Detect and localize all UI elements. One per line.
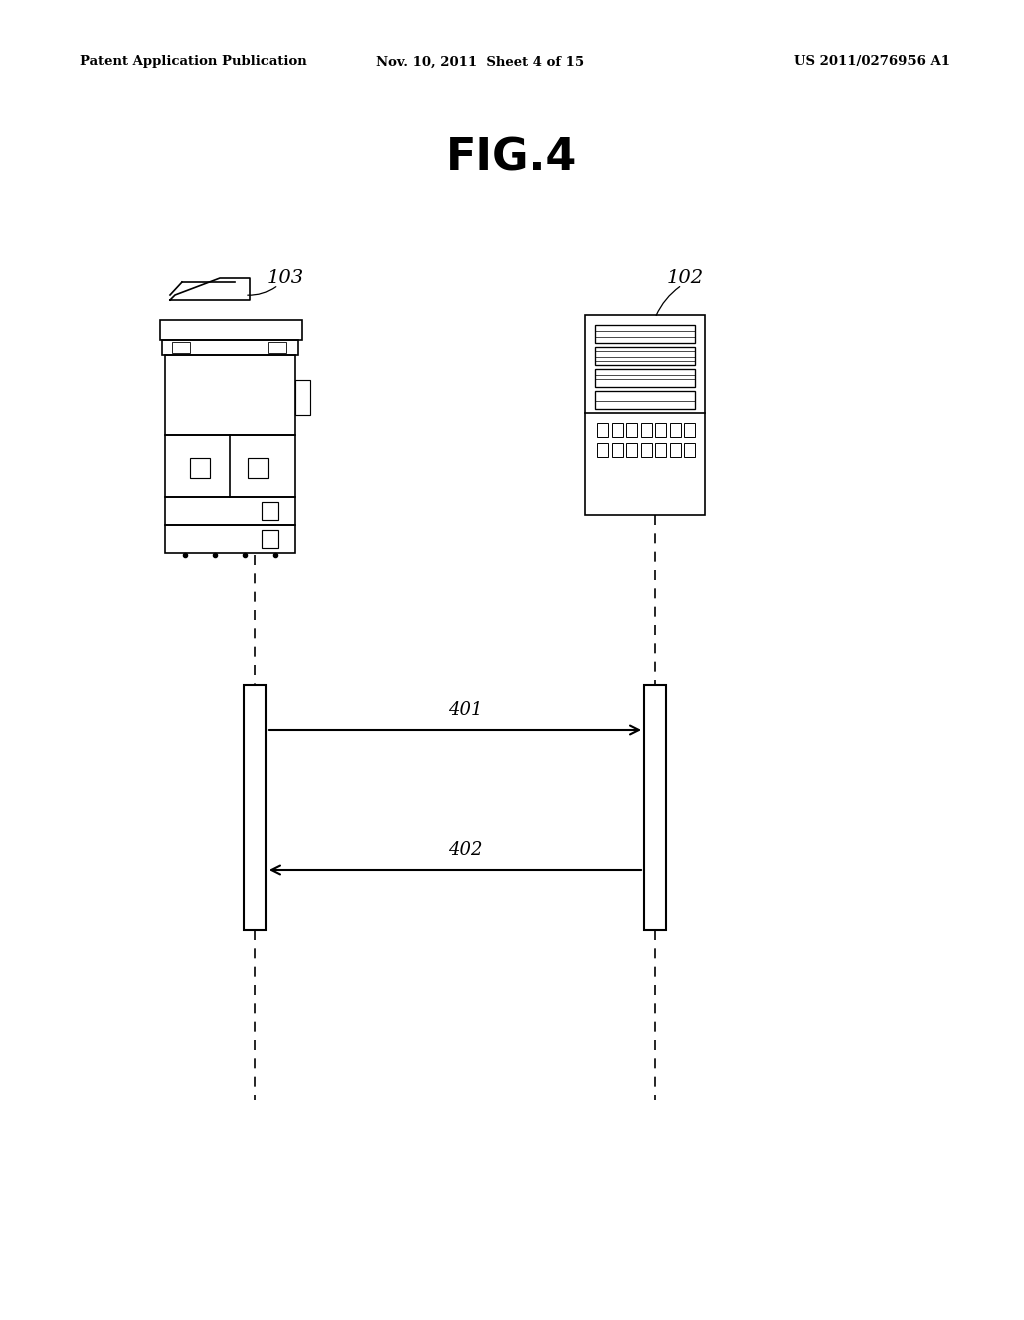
Text: FIG.4: FIG.4 xyxy=(446,136,578,180)
Bar xyxy=(670,422,681,437)
Bar xyxy=(248,458,268,478)
Text: 402: 402 xyxy=(447,841,482,859)
Bar xyxy=(165,436,295,498)
Bar xyxy=(684,422,695,437)
Bar xyxy=(626,422,637,437)
Bar xyxy=(597,444,608,457)
Bar xyxy=(655,444,666,457)
Bar xyxy=(295,380,310,414)
Text: 103: 103 xyxy=(266,269,303,286)
Bar xyxy=(640,422,651,437)
Bar xyxy=(268,342,286,352)
Text: 102: 102 xyxy=(667,269,703,286)
Bar xyxy=(262,531,278,548)
Bar xyxy=(684,444,695,457)
Bar xyxy=(595,370,695,387)
Bar xyxy=(165,525,295,553)
Bar xyxy=(670,444,681,457)
Bar xyxy=(655,422,666,437)
Bar xyxy=(595,325,695,343)
Bar xyxy=(160,319,302,341)
Bar xyxy=(244,685,266,931)
Bar xyxy=(262,502,278,520)
Bar xyxy=(611,444,623,457)
Text: US 2011/0276956 A1: US 2011/0276956 A1 xyxy=(794,55,950,69)
Bar xyxy=(165,355,295,436)
Bar xyxy=(190,458,210,478)
Bar xyxy=(172,342,190,352)
Text: 401: 401 xyxy=(447,701,482,719)
Bar xyxy=(585,315,705,515)
Bar xyxy=(595,347,695,366)
Bar xyxy=(162,341,298,355)
Bar xyxy=(626,444,637,457)
Text: Nov. 10, 2011  Sheet 4 of 15: Nov. 10, 2011 Sheet 4 of 15 xyxy=(376,55,584,69)
Text: Patent Application Publication: Patent Application Publication xyxy=(80,55,307,69)
Bar xyxy=(597,422,608,437)
Bar xyxy=(595,391,695,409)
Bar xyxy=(644,685,666,931)
Bar xyxy=(611,422,623,437)
Bar xyxy=(165,498,295,525)
Bar xyxy=(640,444,651,457)
